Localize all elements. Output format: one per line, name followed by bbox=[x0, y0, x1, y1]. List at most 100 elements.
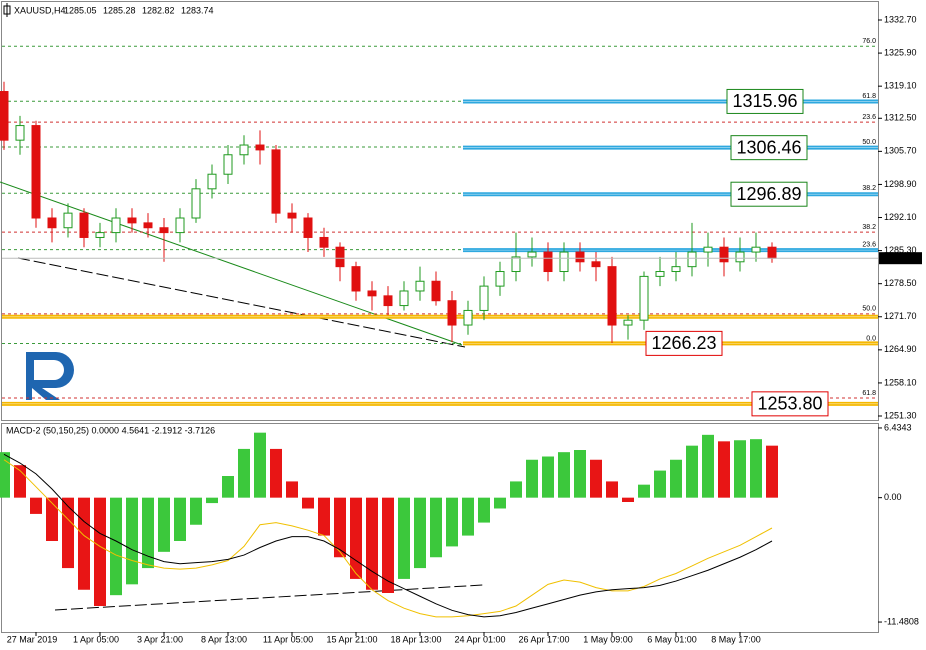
macd-bar bbox=[750, 439, 762, 498]
candle-body bbox=[607, 266, 617, 326]
macd-bar bbox=[670, 459, 682, 498]
macd-bar bbox=[126, 497, 138, 585]
macd-bar bbox=[766, 445, 778, 498]
candle-body bbox=[319, 236, 329, 248]
macd-bar bbox=[30, 497, 42, 514]
candle-body bbox=[143, 222, 153, 229]
macd-bar bbox=[574, 450, 586, 498]
fib-label: 61.8 bbox=[862, 390, 876, 397]
x-tick-label: 24 Apr 01:00 bbox=[454, 634, 505, 644]
y-tick-label: 1251.30 bbox=[884, 410, 917, 420]
macd-panel bbox=[1, 423, 879, 633]
macd-bar bbox=[286, 481, 298, 498]
candle-body bbox=[303, 217, 313, 238]
fib-label: 50.0 bbox=[862, 139, 876, 146]
x-tick-label: 11 Apr 05:00 bbox=[263, 634, 313, 644]
price-box-label: 1315.96 bbox=[732, 91, 797, 111]
candle-body bbox=[767, 246, 777, 259]
y-tick-label: 1264.90 bbox=[884, 344, 917, 354]
macd-bar bbox=[462, 497, 474, 536]
candle-body bbox=[383, 295, 393, 307]
candle-body bbox=[559, 251, 569, 273]
x-tick-label: 8 Apr 13:00 bbox=[201, 634, 247, 644]
fib-label: 50.0 bbox=[862, 306, 876, 313]
candle-body bbox=[31, 125, 41, 219]
candle-body bbox=[639, 275, 649, 321]
macd-bar bbox=[366, 497, 378, 590]
macd-bar bbox=[558, 452, 570, 498]
macd-bar bbox=[382, 497, 394, 593]
header-close: 1283.74 bbox=[181, 5, 214, 15]
candle-body bbox=[591, 261, 601, 268]
x-tick-label: 1 May 09:00 bbox=[583, 634, 633, 644]
candle-body bbox=[431, 280, 441, 302]
macd-bar bbox=[94, 497, 106, 606]
macd-bar bbox=[78, 497, 90, 590]
candle-body bbox=[175, 217, 185, 234]
macd-bar bbox=[142, 497, 154, 569]
x-tick-label: 15 Apr 21:00 bbox=[326, 634, 377, 644]
macd-bar bbox=[686, 445, 698, 498]
price-box bbox=[726, 88, 804, 114]
macd-bar bbox=[446, 497, 458, 547]
macd-bar bbox=[398, 497, 410, 579]
candle-body bbox=[111, 217, 121, 234]
macd-bar bbox=[510, 481, 522, 498]
fib-label: 23.6 bbox=[862, 241, 876, 248]
price-box-label: 1296.89 bbox=[736, 184, 801, 204]
candle-body bbox=[287, 212, 297, 219]
fib-label: 61.8 bbox=[862, 93, 876, 100]
candle-body bbox=[79, 212, 89, 238]
macd-bar bbox=[494, 497, 506, 509]
candle-body bbox=[463, 309, 473, 326]
candle-body bbox=[159, 227, 169, 234]
y-tick-label: 0.00 bbox=[884, 492, 902, 502]
macd-bar bbox=[206, 497, 218, 504]
fib-label: 0.0 bbox=[866, 335, 876, 342]
candle-body bbox=[239, 144, 249, 156]
macd-bar bbox=[590, 459, 602, 498]
macd-signal-line bbox=[3, 459, 773, 618]
candle-body bbox=[655, 271, 665, 277]
fib-label: 38.2 bbox=[862, 224, 876, 231]
macd-bar bbox=[174, 497, 186, 541]
macd-bar bbox=[606, 481, 618, 498]
price-box bbox=[751, 391, 829, 417]
macd-bar bbox=[302, 497, 314, 509]
macd-main-line bbox=[3, 453, 773, 618]
macd-bar bbox=[414, 497, 426, 569]
y-tick-label: 1285.30 bbox=[884, 245, 917, 255]
y-tick-label: 1271.70 bbox=[884, 311, 917, 321]
macd-bar bbox=[734, 440, 746, 498]
macd-bar bbox=[270, 448, 282, 498]
logo bbox=[26, 352, 74, 400]
candle-body bbox=[623, 319, 633, 326]
header-high: 1285.28 bbox=[103, 5, 136, 15]
candle-body bbox=[671, 266, 681, 273]
macd-bar bbox=[542, 456, 554, 498]
header-icon bbox=[3, 3, 11, 17]
candle-body bbox=[479, 285, 489, 311]
y-tick-label: 1325.90 bbox=[884, 47, 917, 57]
header-low: 1282.82 bbox=[142, 5, 175, 15]
price-box-label: 1253.80 bbox=[757, 394, 822, 414]
x-tick-label: 18 Apr 13:00 bbox=[390, 634, 441, 644]
macd-bar bbox=[526, 459, 538, 498]
macd-bar bbox=[478, 497, 490, 523]
price-box-label: 1266.23 bbox=[651, 333, 716, 353]
candle-body bbox=[399, 290, 409, 307]
macd-bar bbox=[46, 497, 58, 541]
price-box-label: 1306.46 bbox=[736, 137, 801, 157]
x-tick-label: 8 May 17:00 bbox=[711, 634, 761, 644]
candle-body bbox=[191, 188, 201, 219]
candle-body bbox=[15, 125, 25, 141]
fib-label: 76.0 bbox=[862, 38, 876, 45]
candle-body bbox=[255, 144, 265, 151]
price-box bbox=[730, 135, 808, 161]
y-tick-label: 1298.90 bbox=[884, 179, 917, 189]
y-tick-label: 1258.10 bbox=[884, 377, 917, 387]
macd-bar bbox=[350, 497, 362, 579]
macd-bar bbox=[254, 432, 266, 498]
macd-trend-line bbox=[54, 584, 484, 611]
